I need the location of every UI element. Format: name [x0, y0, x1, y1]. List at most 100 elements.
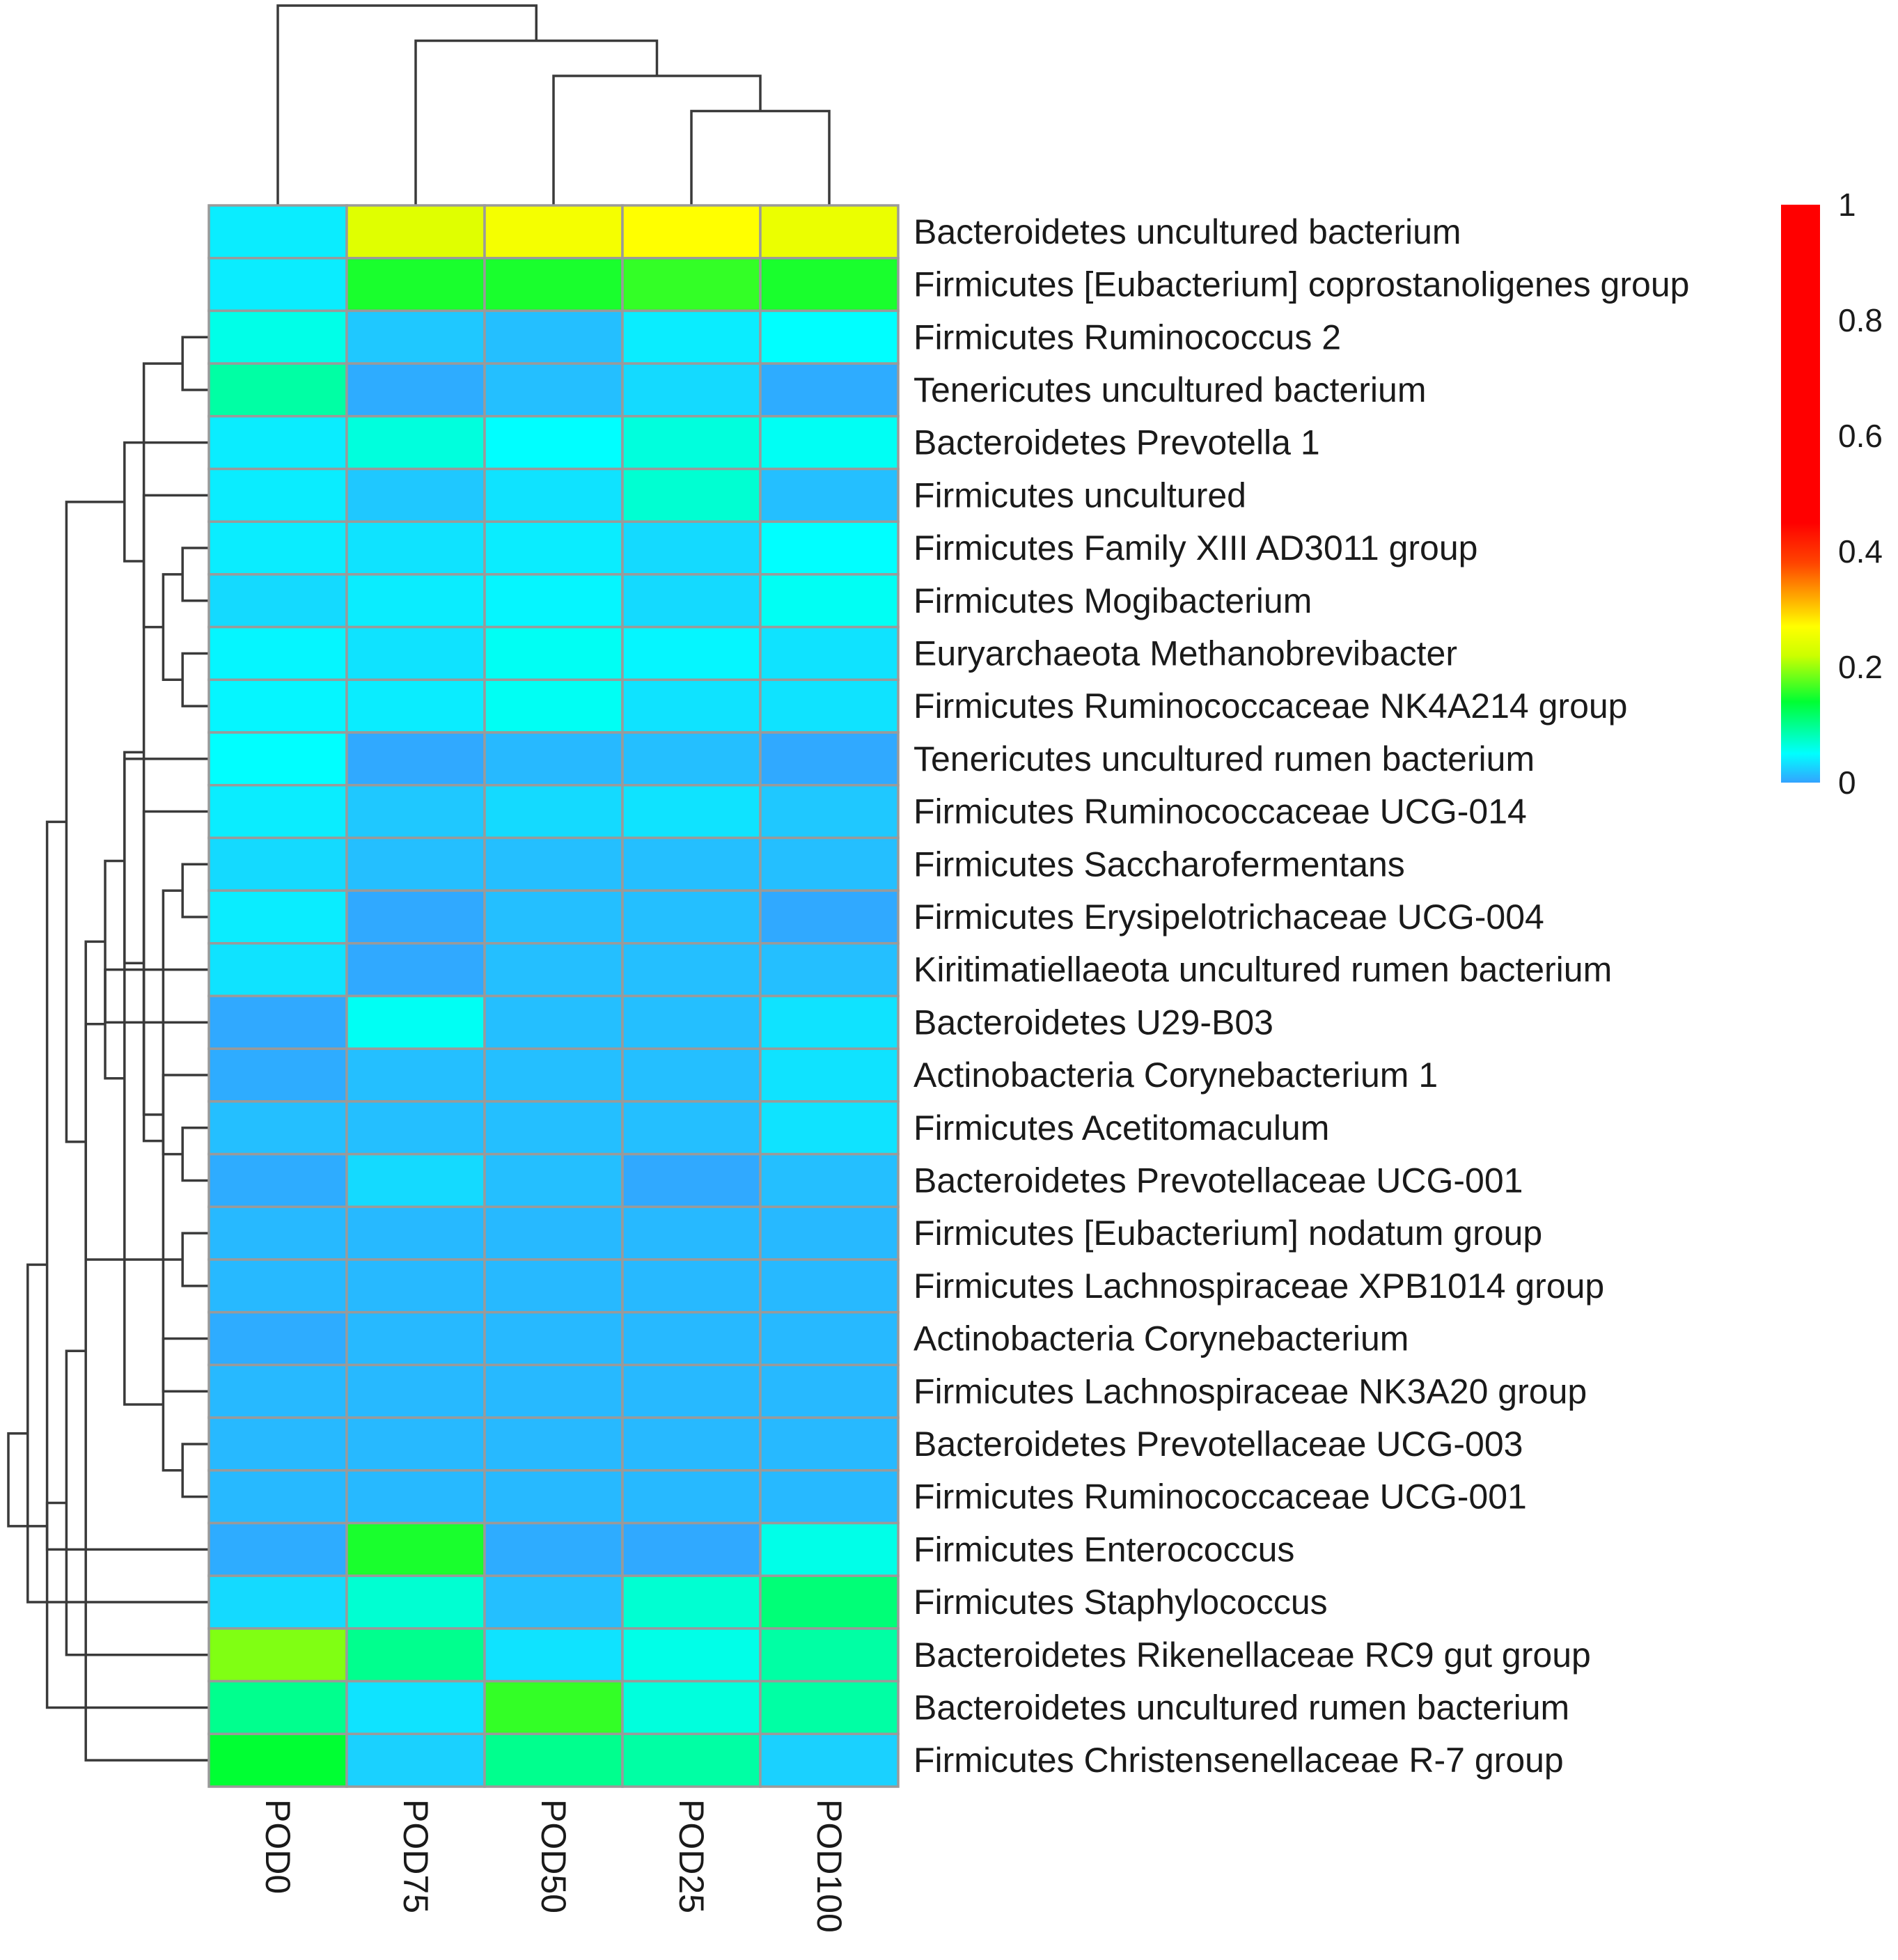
- heatmap-cell: [207, 1047, 348, 1103]
- heatmap-cell: [345, 309, 486, 365]
- heatmap-cell: [483, 678, 624, 734]
- row-dendrogram: [7, 336, 209, 1762]
- heatmap-cell: [483, 942, 624, 998]
- heatmap-cell: [345, 467, 486, 523]
- row-dendrogram-branch: [104, 859, 209, 1024]
- heatmap-cell: [207, 256, 348, 313]
- heatmap-cell: [345, 1310, 486, 1367]
- heatmap-cell: [345, 1205, 486, 1261]
- legend-tick-label: 0.2: [1838, 649, 1883, 685]
- heatmap-cell: [483, 467, 624, 523]
- row-dendrogram-branch: [123, 441, 209, 563]
- heatmap-cell: [621, 1679, 762, 1736]
- legend-colorbar: [1781, 205, 1820, 783]
- heatmap-cell: [483, 573, 624, 629]
- heatmap-cell: [621, 1416, 762, 1472]
- row-label: Firmicutes Christensenellaceae R-7 group: [913, 1741, 1564, 1780]
- heatmap-cell: [759, 256, 900, 313]
- row-label: Actinobacteria Corynebacterium: [913, 1319, 1409, 1358]
- heatmap-cell: [207, 1521, 348, 1577]
- heatmap-cell: [759, 783, 900, 840]
- heatmap-cell: [483, 362, 624, 418]
- row-label: Bacteroidetes uncultured bacterium: [913, 212, 1461, 251]
- heatmap-cell: [207, 942, 348, 998]
- heatmap-cell: [207, 1679, 348, 1736]
- heatmap-cell: [759, 1100, 900, 1156]
- row-dendrogram-branch: [7, 1432, 47, 1528]
- row-label: Bacteroidetes Prevotellaceae UCG-001: [913, 1161, 1523, 1200]
- heatmap-cell: [621, 1469, 762, 1525]
- row-label: Firmicutes Lachnospiraceae NK3A20 group: [913, 1372, 1587, 1411]
- heatmap-cell: [483, 889, 624, 945]
- heatmap-cell: [345, 1627, 486, 1683]
- row-label: Bacteroidetes U29-B03: [913, 1003, 1273, 1042]
- heatmap-cell: [621, 783, 762, 840]
- heatmap-cell: [483, 1574, 624, 1630]
- column-label: POD75: [396, 1799, 435, 1913]
- heatmap-cell: [621, 309, 762, 365]
- row-dendrogram-branch: [181, 652, 209, 707]
- row-label: Firmicutes Mogibacterium: [913, 581, 1312, 620]
- row-label: Euryarchaeota Methanobrevibacter: [913, 634, 1457, 673]
- row-dendrogram-branch: [181, 1127, 209, 1182]
- heatmap-cell: [483, 256, 624, 313]
- heatmap-cell: [621, 994, 762, 1050]
- heatmap-cell: [759, 1310, 900, 1367]
- heatmap-cell: [345, 1679, 486, 1736]
- color-legend: 0 0.2 0.4 0.6 0.8 1: [1781, 187, 1883, 801]
- column-label: POD50: [534, 1799, 573, 1913]
- heatmap-cell: [621, 204, 762, 260]
- heatmap-cell: [621, 1258, 762, 1314]
- heatmap-cell: [759, 309, 900, 365]
- heatmap-cell: [759, 1732, 900, 1788]
- heatmap-cell: [759, 1205, 900, 1261]
- heatmap-cell: [207, 362, 348, 418]
- heatmap-cell: [207, 1205, 348, 1261]
- row-label: Firmicutes uncultured: [913, 476, 1246, 515]
- heatmap-cell: [621, 942, 762, 998]
- heatmap-cell: [345, 362, 486, 418]
- heatmap-cell: [483, 1521, 624, 1577]
- heatmap-cell: [483, 1258, 624, 1314]
- column-dendrogram-branch: [552, 75, 762, 205]
- heatmap-cell: [207, 309, 348, 365]
- row-label: Firmicutes Ruminococcaceae NK4A214 group: [913, 687, 1628, 726]
- heatmap-cell: [621, 415, 762, 471]
- heatmap-cell: [345, 731, 486, 787]
- heatmap-cell: [483, 783, 624, 840]
- heatmap-cell: [759, 362, 900, 418]
- row-dendrogram-branch: [104, 968, 209, 1080]
- heatmap-cell: [759, 1679, 900, 1736]
- row-dendrogram-branch: [123, 758, 209, 964]
- row-label: Firmicutes Family XIII AD3011 group: [913, 528, 1477, 567]
- heatmap-cell: [483, 1732, 624, 1788]
- heatmap-cell: [621, 1732, 762, 1788]
- row-label: Tenericutes uncultured rumen bacterium: [913, 739, 1535, 778]
- heatmap-cell: [207, 1363, 348, 1419]
- heatmap-cell: [207, 415, 348, 471]
- heatmap-cell: [345, 783, 486, 840]
- heatmap-cell: [483, 625, 624, 682]
- heatmap-cell: [207, 1100, 348, 1156]
- heatmap-cell: [621, 1310, 762, 1367]
- heatmap-cell: [621, 836, 762, 892]
- row-dendrogram-branch: [26, 1263, 209, 1604]
- heatmap-cell: [621, 1363, 762, 1419]
- row-label: Actinobacteria Corynebacterium 1: [913, 1056, 1438, 1095]
- row-label: Firmicutes Erysipelotrichaceae UCG-004: [913, 897, 1544, 936]
- heatmap-cell: [345, 1574, 486, 1630]
- heatmap-cell: [759, 1152, 900, 1209]
- heatmap-cell: [621, 678, 762, 734]
- heatmap-cell: [483, 1679, 624, 1736]
- heatmap-cell: [207, 625, 348, 682]
- heatmap-cell: [483, 309, 624, 365]
- row-label: Firmicutes Lachnospiraceae XPB1014 group: [913, 1267, 1604, 1306]
- heatmap-cell: [207, 1469, 348, 1525]
- legend-tick-labels: 0 0.2 0.4 0.6 0.8 1: [1838, 187, 1883, 801]
- heatmap-cell: [483, 1205, 624, 1261]
- heatmap-cell: [621, 573, 762, 629]
- heatmap-cell: [207, 783, 348, 840]
- heatmap-cell: [621, 520, 762, 576]
- heatmap-cell: [207, 889, 348, 945]
- heatmap-cell: [345, 1047, 486, 1103]
